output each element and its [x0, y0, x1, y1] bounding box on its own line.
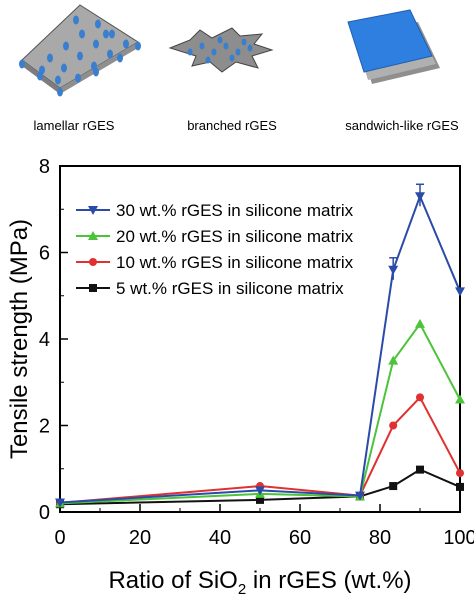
dot-icon: [117, 53, 123, 63]
series-line: [59, 395, 461, 504]
dot-icon: [205, 56, 211, 64]
dot-icon: [61, 63, 67, 73]
data-point: [416, 393, 424, 402]
legend-marker: [89, 284, 97, 292]
dot-icon: [55, 75, 61, 85]
dot-icon: [241, 38, 247, 46]
dot-icon: [47, 53, 53, 63]
data-point: [415, 192, 425, 202]
legend-marker: [89, 258, 97, 266]
dot-icon: [229, 54, 235, 62]
dot-icon: [63, 41, 69, 51]
dot-icon: [135, 41, 141, 51]
dot-icon: [247, 44, 253, 52]
x-tick-label: 0: [54, 527, 65, 549]
y-tick-label: 8: [39, 156, 50, 178]
data-point: [389, 421, 398, 430]
data-point: [416, 465, 424, 474]
dot-icon: [211, 48, 217, 56]
lamellar-sheet-icon: [19, 4, 141, 97]
y-tick-label: 4: [39, 329, 50, 351]
dot-icon: [77, 51, 83, 61]
y-tick-label: 2: [39, 416, 50, 438]
dot-icon: [235, 48, 241, 56]
legend-marker: [88, 231, 98, 240]
x-axis-title: Ratio of SiO2 in rGES (wt.%): [108, 567, 411, 598]
data-point: [355, 491, 365, 501]
data-point: [415, 318, 425, 328]
legend: 30 wt.% rGES in silicone matrix 20 wt.% r…: [76, 201, 354, 298]
dot-icon: [75, 73, 81, 83]
data-point: [455, 287, 465, 297]
x-tick-label: 40: [209, 527, 231, 549]
dot-icon: [217, 36, 223, 44]
chart: 0 20 40 60 80 100 0 2 4 6 8 30 wt.% rGES in silico…: [6, 156, 474, 598]
x-axis-title-main: Ratio of SiO: [108, 567, 237, 594]
data-point: [388, 355, 399, 365]
data-point: [389, 482, 398, 491]
x-axis-title-rest: in rGES (wt.%): [246, 567, 411, 594]
dot-icon: [19, 59, 25, 69]
data-point: [256, 495, 264, 504]
y-tick-label: 0: [39, 502, 50, 524]
legend-marker: [88, 206, 98, 215]
data-point: [456, 469, 464, 478]
legend-label: 10 wt.% rGES in silicone matrix: [116, 253, 354, 272]
dot-icon: [109, 29, 115, 39]
legend-label: 30 wt.% rGES in silicone matrix: [116, 201, 354, 220]
data-point: [388, 265, 399, 275]
data-point: [455, 394, 465, 404]
x-axis-title-subscript: 2: [238, 581, 246, 598]
series-s20: [55, 318, 465, 508]
dot-icon: [93, 39, 99, 49]
series-s30: [55, 183, 465, 508]
dot-icon: [95, 19, 101, 29]
structure-label-lamellar: lamellar rGES: [34, 118, 115, 133]
dot-icon: [187, 48, 193, 56]
dot-icon: [107, 49, 113, 59]
dot-icon: [37, 71, 43, 81]
x-tick-label: 100: [443, 527, 474, 549]
dot-icon: [103, 29, 109, 39]
sandwich-sheets-icon: [347, 9, 440, 84]
series-line: [59, 193, 461, 504]
legend-label: 5 wt.% rGES in silicone matrix: [116, 279, 344, 298]
y-axis-title: Tensile strength (MPa): [6, 219, 33, 459]
structure-label-branched: branched rGES: [187, 118, 277, 133]
x-tick-label: 80: [369, 527, 391, 549]
dot-icon: [93, 67, 99, 77]
structure-label-sandwich: sandwich-like rGES: [345, 118, 459, 133]
dot-icon: [223, 42, 229, 50]
data-point: [456, 482, 464, 491]
data-point: [55, 498, 65, 508]
series-line: [59, 321, 461, 505]
data-point: [255, 486, 265, 496]
x-tick-label: 20: [129, 527, 151, 549]
dot-icon: [57, 87, 63, 97]
dot-icon: [73, 15, 79, 25]
dot-icon: [199, 42, 205, 50]
series-line: [59, 468, 461, 506]
legend-label: 20 wt.% rGES in silicone matrix: [116, 227, 354, 246]
dot-icon: [123, 39, 129, 49]
y-tick-label: 6: [39, 243, 50, 265]
branched-structure-icon: [168, 27, 274, 73]
dot-icon: [79, 29, 85, 39]
x-tick-label: 60: [289, 527, 311, 549]
